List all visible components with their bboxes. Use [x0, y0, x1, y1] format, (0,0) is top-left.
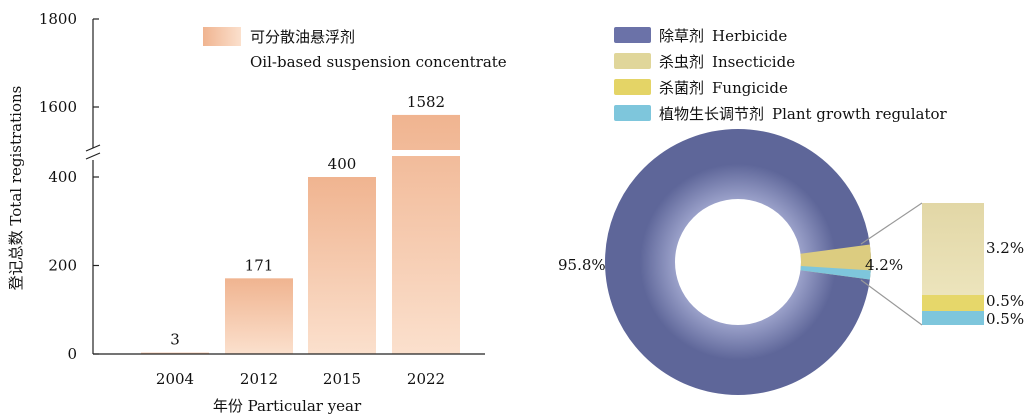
- y-tick-label-1800: 1800: [39, 10, 77, 28]
- bar-data-label-2012: 171: [245, 256, 274, 274]
- legend-label-fungicide: 杀菌剂 Fungicide: [659, 79, 788, 97]
- breakout-bar-fungicide: [922, 295, 984, 311]
- bar-data-label-2004: 3: [170, 331, 180, 349]
- legend-swatch-insecticide: [614, 53, 651, 69]
- breakout-bar-insecticide: [922, 203, 984, 295]
- bar-data-label-2015: 400: [328, 155, 357, 173]
- y-axis-title: 登记总数 Total registrations: [7, 86, 25, 291]
- breakout-bar-regulator: [922, 311, 984, 325]
- legend-swatch-fungicide: [614, 79, 651, 95]
- breakout-connectors: [860, 202, 923, 326]
- label-herbicide-pct: 95.8%: [558, 256, 606, 274]
- bar-legend: 可分散油悬浮剂 Oil-based suspension concentrate: [203, 27, 507, 71]
- bar-2015: [308, 177, 376, 354]
- bar-chart: 3 171 400 1582 0 200 400 1600 1800 2004 2012 2015…: [7, 10, 507, 415]
- legend-label-herbicide: 除草剂 Herbicide: [659, 27, 787, 45]
- label-group-pct: 4.2%: [865, 256, 903, 274]
- bar-2004: [141, 352, 209, 354]
- y-tick-label-400: 400: [48, 168, 77, 186]
- label-regulator-pct: 0.5%: [986, 310, 1024, 328]
- label-fungicide-pct: 0.5%: [986, 292, 1024, 310]
- x-tick-label-2012: 2012: [240, 370, 278, 388]
- axis-break-mark: [85, 144, 101, 160]
- donut-chart: 除草剂 Herbicide 杀虫剂 Insecticide 杀菌剂 Fungicide…: [558, 27, 1024, 395]
- bar-break-gap-2022: [391, 150, 461, 156]
- x-axis-ticks: 2004 2012 2015 2022: [156, 370, 445, 388]
- x-tick-label-2022: 2022: [407, 370, 445, 388]
- label-insecticide-pct: 3.2%: [986, 239, 1024, 257]
- legend-label-regulator: 植物生长调节剂 Plant growth regulator: [659, 105, 948, 123]
- x-tick-label-2015: 2015: [323, 370, 361, 388]
- bar-legend-swatch: [203, 27, 241, 46]
- bar-legend-label-en: Oil-based suspension concentrate: [250, 53, 507, 71]
- donut-legend: 除草剂 Herbicide 杀虫剂 Insecticide 杀菌剂 Fungicide…: [614, 27, 948, 123]
- legend-swatch-regulator: [614, 105, 651, 121]
- bar-2012: [225, 278, 293, 354]
- y-axis-ticks: 0 200 400 1600 1800: [39, 10, 99, 363]
- x-tick-label-2004: 2004: [156, 370, 194, 388]
- bars: [141, 114, 461, 354]
- legend-label-insecticide: 杀虫剂 Insecticide: [659, 53, 795, 71]
- legend-swatch-herbicide: [614, 27, 651, 43]
- bar-legend-label-zh: 可分散油悬浮剂: [250, 28, 355, 46]
- y-tick-label-1600: 1600: [39, 98, 77, 116]
- bar-data-label-2022: 1582: [407, 93, 445, 111]
- bar-data-labels: 3 171 400 1582: [170, 93, 445, 349]
- y-tick-label-0: 0: [67, 345, 77, 363]
- donut-slice-regulator: [800, 265, 871, 280]
- y-tick-label-200: 200: [48, 257, 77, 275]
- x-axis-title: 年份 Particular year: [213, 397, 362, 415]
